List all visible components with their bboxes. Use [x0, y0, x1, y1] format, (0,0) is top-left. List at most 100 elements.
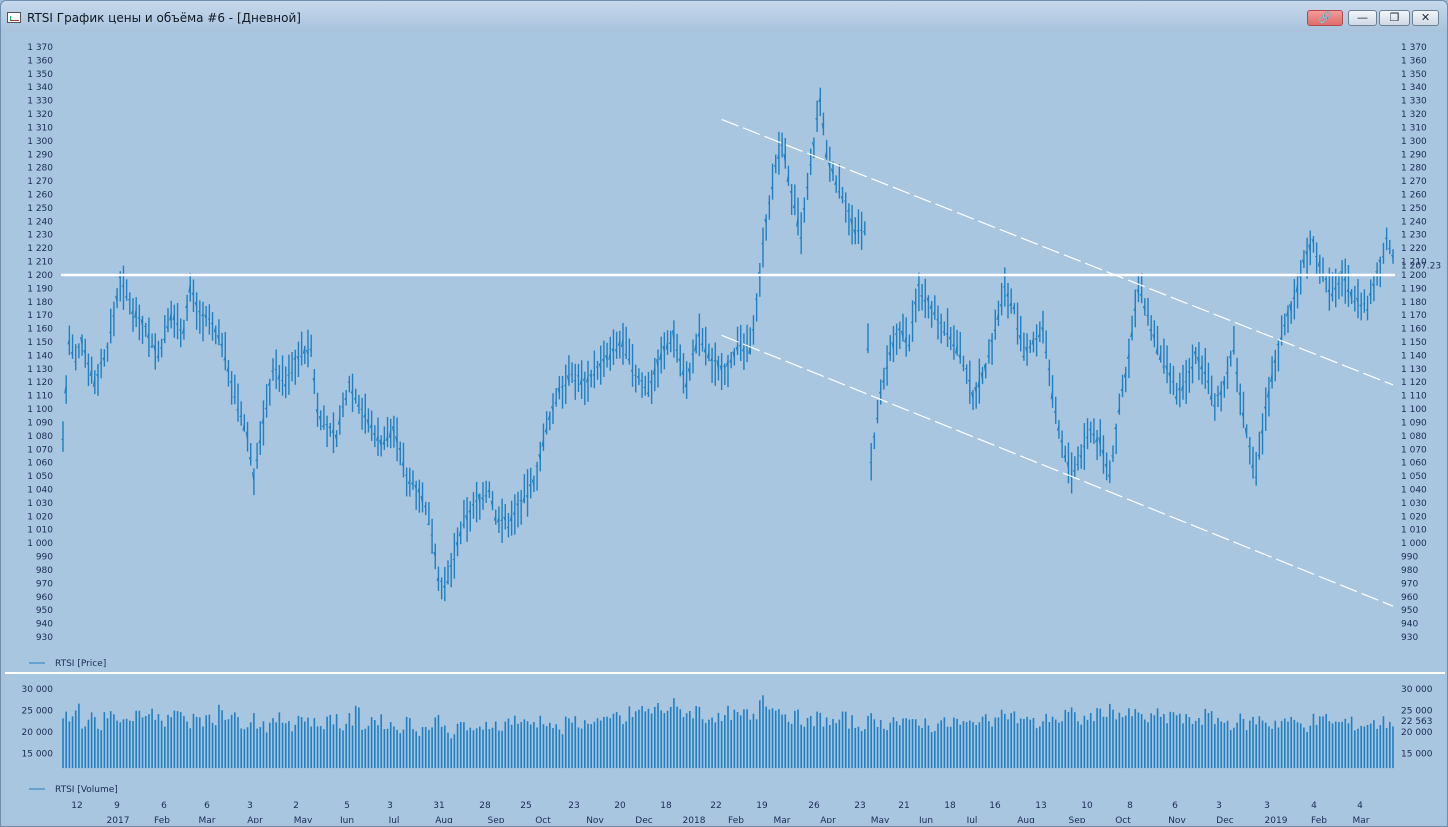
price-bar-tick [980, 372, 984, 381]
x-month-label: Oct [1115, 816, 1131, 823]
price-bar-tick [181, 327, 185, 334]
price-bar-tick [671, 330, 675, 341]
x-month-label: Oct [535, 816, 551, 823]
price-bar-tick [216, 334, 220, 341]
channel-upper-line[interactable] [721, 118, 1394, 386]
price-bar-tick [811, 142, 815, 148]
price-bar-tick [1203, 370, 1206, 374]
price-bar-tick [1130, 330, 1133, 338]
price-tick-left: 1 250 [27, 204, 53, 214]
price-tick-right: 960 [1401, 593, 1418, 603]
price-bar-tick [382, 439, 385, 445]
price-bar-tick [484, 495, 487, 497]
price-bar-tick [1359, 304, 1362, 308]
price-bar-tick [751, 329, 754, 331]
link-button[interactable]: 🔗 [1307, 10, 1343, 26]
price-bar-tick [592, 374, 595, 377]
price-bar-tick [325, 423, 328, 426]
price-tick-right: 950 [1401, 606, 1418, 616]
price-bar-tick [1142, 306, 1146, 311]
window-title: RTSI График цены и объёма #6 - [Дневной] [27, 11, 301, 25]
channel-lower-line[interactable] [721, 334, 1394, 607]
price-bar-tick [134, 308, 137, 318]
x-month-label: Apr [820, 816, 836, 823]
price-bar-tick [1114, 425, 1117, 430]
close-button[interactable]: ✕ [1412, 10, 1439, 26]
x-day-label: 3 [247, 801, 253, 811]
price-bar-tick [251, 472, 255, 482]
price-bar-tick [512, 511, 516, 515]
price-bar-tick [611, 348, 614, 354]
price-bar-tick [1082, 445, 1085, 448]
price-tick-right: 970 [1401, 579, 1418, 589]
price-bar-tick [99, 362, 102, 365]
price-tick-right: 1 100 [1401, 405, 1427, 415]
price-bar-tick [579, 377, 583, 385]
price-bar-tick [926, 297, 929, 303]
price-bar-tick [598, 363, 602, 370]
price-bar-tick [344, 397, 347, 400]
title-bar[interactable]: RTSI График цены и объёма #6 - [Дневной]… [1, 1, 1447, 33]
price-tick-right: 1 350 [1401, 70, 1427, 80]
price-bar-tick [197, 310, 201, 313]
volume-tick-right: 20 000 [1401, 728, 1433, 738]
price-tick-right: 1 060 [1401, 459, 1427, 469]
price-bar-tick [159, 347, 162, 349]
price-bar-tick [1133, 307, 1136, 312]
price-bar-tick [796, 217, 799, 227]
price-bar-tick [678, 358, 681, 363]
price-bar-tick [255, 459, 258, 462]
price-bar-tick [1337, 282, 1340, 285]
price-bar-tick [245, 431, 249, 441]
price-bar-tick [315, 408, 319, 414]
price-bar-tick [1375, 271, 1378, 274]
price-bar-tick [834, 180, 837, 186]
x-month-label: Sep [1069, 816, 1086, 823]
price-bar-tick [458, 529, 462, 537]
price-bar-tick [531, 479, 535, 487]
price-bar-tick [210, 322, 213, 325]
price-tick-left: 1 240 [27, 217, 53, 227]
price-bar-tick [907, 344, 910, 347]
price-bar-tick [267, 381, 271, 386]
price-bar-tick [1018, 335, 1022, 342]
price-volume-chart[interactable]: 1 370 1 370 1 360 1 360 1 350 1 350 1 340 1 340… [5, 33, 1445, 823]
x-month-label: Nov [586, 816, 604, 823]
price-bar-tick [455, 542, 459, 548]
price-bar-tick [1050, 390, 1054, 400]
price-bar-tick [302, 346, 306, 354]
price-tick-left: 1 210 [27, 258, 53, 268]
price-bar-tick [417, 486, 420, 493]
price-bar-tick [427, 522, 430, 526]
price-bar-tick [1072, 468, 1076, 473]
price-bar-tick [328, 425, 331, 429]
price-bar-tick [1076, 463, 1079, 466]
price-bar-tick [614, 349, 618, 353]
price-tick-right: 1 070 [1401, 445, 1427, 455]
price-tick-right: 1 340 [1401, 83, 1427, 93]
price-tick-left: 1 320 [27, 110, 53, 120]
price-bar-tick [1066, 461, 1069, 469]
price-tick-right: 1 210 [1401, 258, 1427, 268]
price-bar-tick [605, 354, 608, 362]
price-tick-left: 1 350 [27, 70, 53, 80]
price-bar-tick [582, 377, 586, 381]
price-bar-tick [353, 397, 357, 400]
price-bar-tick [1177, 386, 1181, 391]
price-bar-tick [1219, 389, 1222, 395]
price-bar-tick [64, 384, 67, 394]
x-day-label: 4 [1357, 801, 1363, 811]
price-bar-tick [805, 186, 808, 189]
price-bar-tick [929, 303, 933, 309]
minimize-button[interactable]: — [1348, 10, 1377, 26]
chart-area[interactable]: 1 370 1 370 1 360 1 360 1 350 1 350 1 340 1 340… [5, 33, 1445, 823]
price-bar-tick [646, 391, 649, 395]
price-bar-tick [967, 379, 971, 383]
price-bar-tick [115, 295, 118, 303]
price-tick-left: 1 330 [27, 97, 53, 107]
price-bar-tick [945, 333, 948, 336]
current-volume-label: 22 563 [1401, 717, 1433, 727]
x-month-label: Sep [488, 816, 505, 823]
maximize-button[interactable]: ❐ [1379, 10, 1410, 26]
